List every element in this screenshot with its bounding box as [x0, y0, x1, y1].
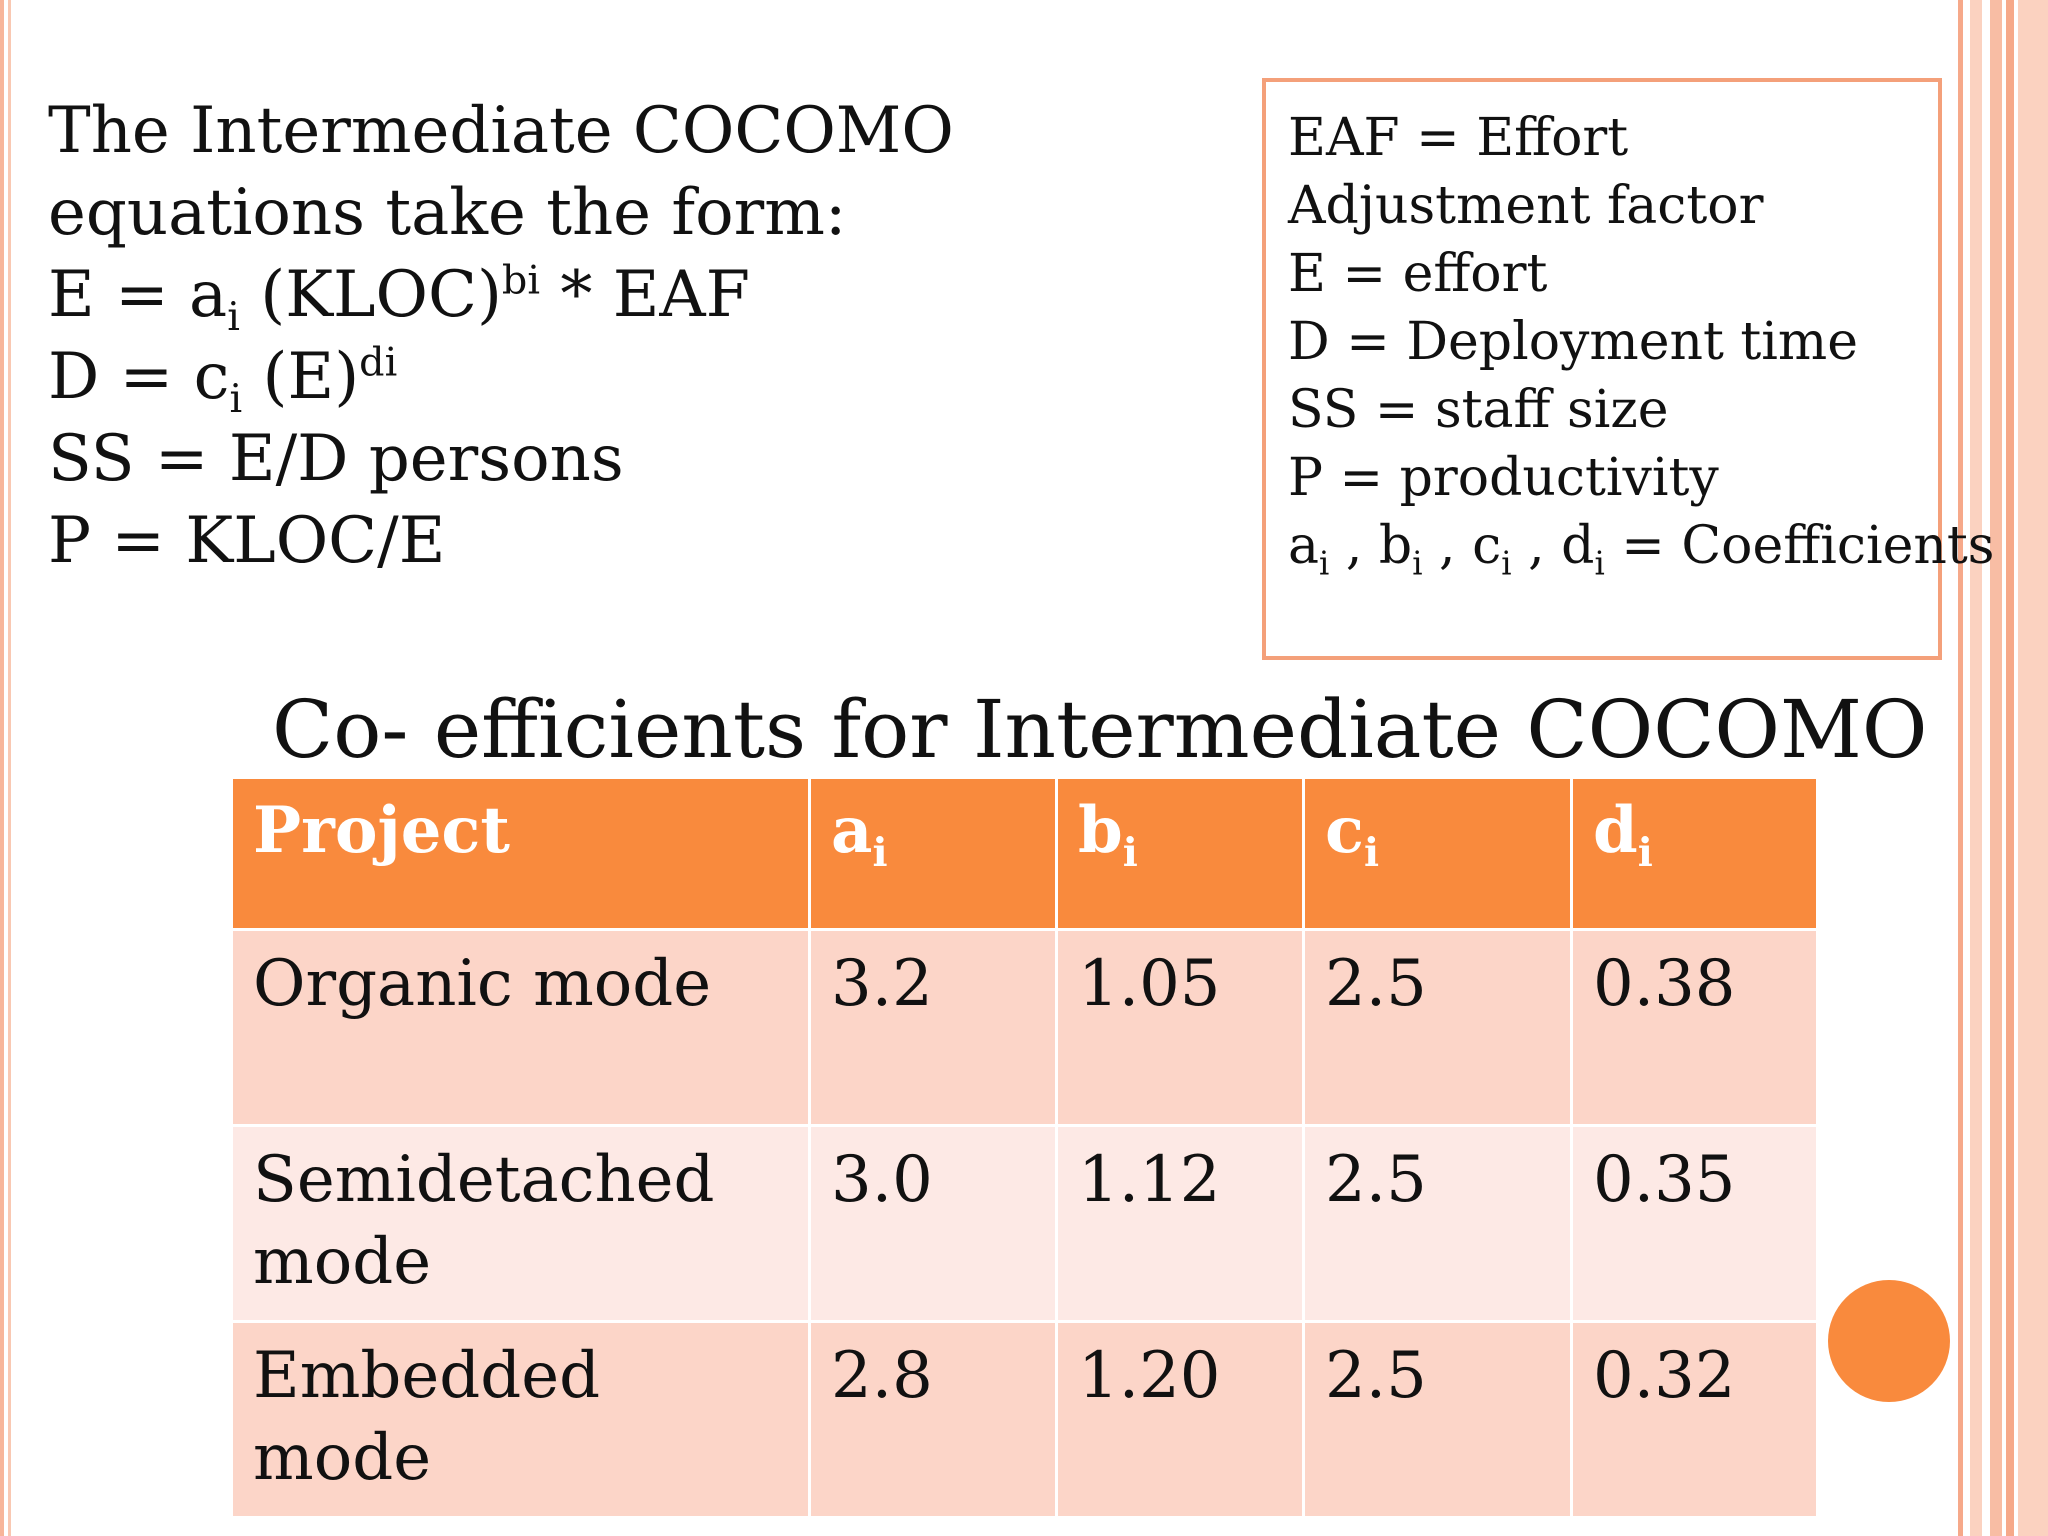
table-title: Co- efficients for Intermediate COCOMO: [272, 683, 1928, 776]
separator: ,: [1511, 516, 1562, 576]
duration-equation-mid: (E): [242, 340, 360, 414]
effort-equation-lhs: E = a: [48, 258, 228, 332]
intro-line: equations take the form:: [48, 176, 847, 250]
subscript: i: [1363, 829, 1380, 876]
table-row: Semidetached mode 3.0 1.12 2.5 0.35: [230, 1124, 1819, 1323]
cell-d: 0.35: [1570, 1124, 1819, 1323]
left-border-stripe: [0, 0, 4, 1536]
cell-c: 2.5: [1302, 928, 1573, 1127]
header-d-label: d: [1593, 793, 1638, 868]
staff-size-definition: SS = staff size: [1288, 380, 1669, 440]
cell-c: 2.5: [1302, 1320, 1573, 1519]
header-a: ai: [808, 776, 1058, 931]
effort-definition: E = effort: [1288, 244, 1548, 304]
right-border-stripe: [2006, 0, 2014, 1536]
cell-b: 1.12: [1055, 1124, 1305, 1323]
effort-equation-rhs: * EAF: [540, 258, 751, 332]
intro-line: The Intermediate COCOMO: [48, 94, 954, 168]
subscript: i: [1122, 829, 1138, 876]
effort-equation: E = ai (KLOC)bi * EAF: [48, 254, 1008, 337]
header-c: ci: [1302, 776, 1573, 931]
superscript: di: [359, 339, 398, 386]
subscript: i: [1501, 544, 1512, 583]
subscript: i: [1594, 544, 1605, 583]
cell-d: 0.38: [1570, 928, 1819, 1127]
cell-c: 2.5: [1302, 1124, 1573, 1323]
duration-equation-lhs: D = c: [48, 340, 230, 414]
coefficients-label: = Coefficients: [1604, 516, 1995, 576]
right-border-stripe: [1990, 0, 2002, 1536]
header-b-label: b: [1078, 793, 1123, 868]
table-row: Embedded mode 2.8 1.20 2.5 0.32: [230, 1320, 1819, 1519]
coefficients-table: Project ai bi ci di Organic mode 3.2 1.0…: [230, 776, 1819, 1519]
header-project: Project: [230, 776, 811, 931]
coef-d: d: [1561, 516, 1595, 576]
duration-equation: D = ci (E)di: [48, 336, 1008, 419]
cell-project: Embedded mode: [230, 1320, 811, 1519]
cell-a: 3.2: [808, 928, 1058, 1127]
cell-project: Semidetached mode: [230, 1124, 811, 1323]
cell-b: 1.20: [1055, 1320, 1305, 1519]
deployment-definition: D = Deployment time: [1288, 312, 1858, 372]
coef-b: b: [1378, 516, 1413, 576]
eaf-definition: EAF = Effort: [1288, 108, 1629, 168]
subscript: i: [1637, 829, 1653, 876]
header-d: di: [1570, 776, 1819, 931]
table-header-row: Project ai bi ci di: [230, 776, 1819, 931]
cell-a: 2.8: [808, 1320, 1058, 1519]
right-border-stripe: [1970, 0, 1982, 1536]
header-c-label: c: [1325, 793, 1364, 868]
subscript: i: [229, 375, 243, 422]
subscript: i: [227, 293, 240, 340]
header-a-label: a: [831, 793, 873, 868]
coef-a: a: [1288, 516, 1320, 576]
subscript: i: [1319, 544, 1330, 583]
cell-d: 0.32: [1570, 1320, 1819, 1519]
equations-block: The Intermediate COCOMO equations take t…: [48, 90, 1008, 582]
productivity-equation: P = KLOC/E: [48, 504, 446, 578]
separator: ,: [1329, 516, 1379, 576]
cell-a: 3.0: [808, 1124, 1058, 1323]
table-row: Organic mode 3.2 1.05 2.5 0.38: [230, 928, 1819, 1127]
separator: ,: [1422, 516, 1473, 576]
staff-size-equation: SS = E/D persons: [48, 422, 624, 496]
subscript: i: [872, 829, 888, 876]
right-border-stripe: [2018, 0, 2048, 1536]
decorative-circle: [1828, 1280, 1950, 1402]
superscript: bi: [501, 257, 541, 304]
cell-project: Organic mode: [230, 928, 811, 1127]
effort-equation-mid: (KLOC): [239, 258, 502, 332]
productivity-definition: P = productivity: [1288, 448, 1719, 508]
definitions-box: EAF = Effort Adjustment factor E = effor…: [1262, 78, 1994, 660]
cell-b: 1.05: [1055, 928, 1305, 1127]
right-border-stripe: [1958, 0, 1963, 1536]
subscript: i: [1412, 544, 1423, 583]
coef-c: c: [1472, 516, 1502, 576]
header-b: bi: [1055, 776, 1305, 931]
coefficients-definition: ai , bi , ci , di = Coefficients: [1288, 512, 1994, 583]
eaf-definition-cont: Adjustment factor: [1288, 176, 1764, 236]
left-border-stripe: [8, 0, 11, 1536]
